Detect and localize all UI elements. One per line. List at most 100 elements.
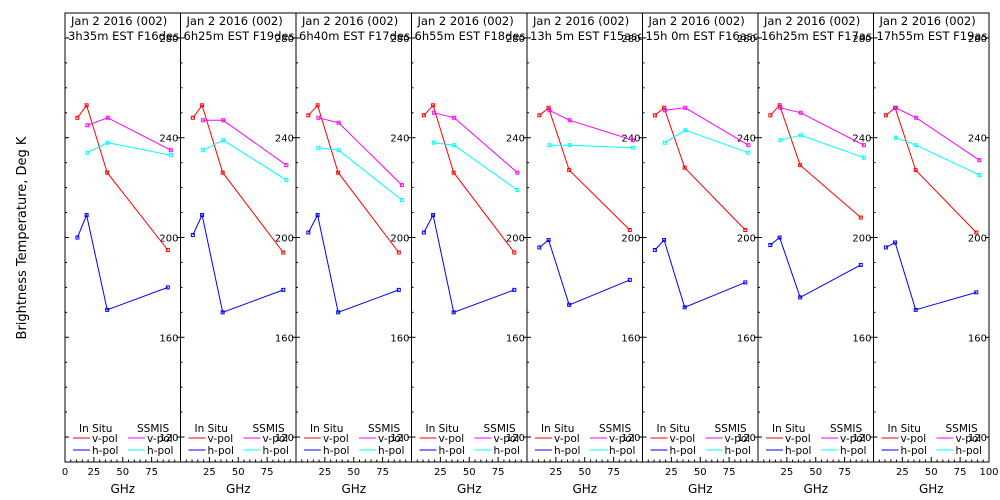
x-tick-label: 25 [896,467,909,478]
y-tick-label: 280 [737,34,756,45]
y-tick-label: 120 [390,433,409,444]
x-tick-label: 50 [116,467,129,478]
legend-label-ssmis-hpol: h-pol [494,445,520,457]
data-point-insitu-vpol [512,250,517,255]
data-point-insitu-vpol [84,103,89,108]
data-point-ssmis-hpol [567,143,572,148]
data-point-insitu-hpol [893,240,898,245]
series-line-insitu-vpol [885,106,977,233]
y-tick-label: 280 [621,34,640,45]
data-point-ssmis-hpol [893,135,898,140]
legend-label-insitu-hpol: h-pol [439,445,465,457]
data-point-ssmis-hpol [85,150,90,155]
panel-subtitle: 13h 5m EST F15asc [530,29,644,43]
series-line-insitu-vpol [770,104,862,218]
y-tick-label: 280 [506,34,525,45]
x-tick-label: 25 [434,467,447,478]
legend-label-insitu-hpol: h-pol [901,445,927,457]
data-point-insitu-vpol [281,250,286,255]
legend-label-insitu-hpol: h-pol [92,445,118,457]
y-tick-label: 280 [159,34,178,45]
legend-label-ssmis-hpol: h-pol [378,445,404,457]
series-line-ssmis-hpol [895,137,980,176]
data-point-insitu-hpol [431,213,436,218]
series-line-insitu-vpol [423,104,515,253]
chart-panel-4: 120 160 200 240 280 25 50 75 GHz Jan 2 2016 (002)… [411,12,528,496]
y-tick-label: 200 [852,234,871,245]
panel-title: Jan 2 2016 (002) [879,14,976,28]
data-point-ssmis-vpol [798,110,803,115]
data-point-ssmis-hpol [515,188,520,193]
legend-in-situ: In Situ [310,423,343,435]
x-tick-label: 25 [550,467,563,478]
data-point-insitu-vpol [396,250,401,255]
x-axis-label: GHz [688,482,713,496]
data-point-insitu-vpol [190,115,195,120]
y-tick-label: 200 [159,234,178,245]
data-point-insitu-vpol [165,247,170,252]
data-point-ssmis-hpol [284,178,289,183]
y-tick-label: 120 [737,433,756,444]
legend-ssmis: SSMIS [715,423,747,435]
data-point-insitu-vpol [75,115,80,120]
panel-titles: Jan 2 2016 (002)6h25m EST F19des [184,14,295,40]
data-point-insitu-vpol [200,103,205,108]
series-line-insitu-hpol [654,239,746,308]
data-point-insitu-hpol [200,213,205,218]
x-tick-label: 50 [232,467,245,478]
data-point-ssmis-hpol [914,143,919,148]
chart-panel-2: 120 160 200 240 280 25 50 75 GHz Jan 2 2016 (002)… [180,12,297,496]
panel-titles: Jan 2 2016 (002)15h 0m EST F16asc [646,14,758,40]
y-tick-label: 240 [275,134,294,145]
data-point-ssmis-hpol [431,140,436,145]
x-tick-label: 25 [88,467,101,478]
y-tick-label: 280 [968,34,987,45]
data-point-insitu-hpol [75,235,80,240]
data-point-ssmis-hpol [316,145,321,150]
data-point-insitu-vpol [768,113,773,118]
data-point-insitu-hpol [281,287,286,292]
panel-title: Jan 2 2016 (002) [70,14,167,28]
y-tick-label: 200 [275,234,294,245]
panel-titles: Jan 2 2016 (002)6h55m EST F18des [415,14,526,40]
data-point-ssmis-vpol [200,118,205,123]
data-point-ssmis-vpol [662,108,667,113]
series-line-insitu-vpol [654,106,746,231]
data-point-insitu-hpol [546,237,551,242]
x-tick-label: 25 [781,467,794,478]
data-point-ssmis-hpol [452,143,457,148]
legend-ssmis: SSMIS [368,423,400,435]
data-point-insitu-hpol [396,287,401,292]
x-tick-label: 75 [376,467,389,478]
data-point-insitu-vpol [974,230,979,235]
y-axis-label: Brightness Temperature, Deg K [15,136,30,339]
data-point-insitu-hpol [512,287,517,292]
series-line-ssmis-hpol [87,142,171,156]
data-point-insitu-hpol [627,277,632,282]
x-tick-label: 75 [145,467,158,478]
legend-label-ssmis-vpol: v-pol [609,433,635,445]
series-line-ssmis-vpol [549,109,634,141]
data-point-ssmis-vpol [105,115,110,120]
series-line-ssmis-hpol [202,139,287,181]
data-point-insitu-vpol [431,103,436,108]
data-point-ssmis-vpol [452,115,457,120]
legend-label-insitu-vpol: v-pol [208,433,234,445]
y-tick-label: 200 [968,234,987,245]
data-point-ssmis-hpol [977,173,982,178]
data-point-ssmis-vpol [914,115,919,120]
x-tick-label: 25 [665,467,678,478]
data-point-insitu-hpol [537,245,542,250]
chart-panel-8: 120 160 200 240 280 25 50 75 100 GHz Jan 2 2016 (0… [873,12,999,496]
series-line-ssmis-vpol [318,117,403,186]
y-tick-label: 200 [506,234,525,245]
x-tick-label: 100 [979,467,998,478]
chart-panel-6: 120 160 200 240 280 25 50 75 GHz Jan 2 2016 (002)… [642,12,759,496]
series-line-insitu-hpol [76,213,168,311]
data-point-ssmis-vpol [977,158,982,163]
y-tick-label: 200 [390,234,409,245]
data-point-insitu-vpol [913,168,918,173]
x-tick-label: 75 [607,467,620,478]
data-point-insitu-vpol [883,113,888,118]
y-tick-label: 160 [159,333,178,344]
